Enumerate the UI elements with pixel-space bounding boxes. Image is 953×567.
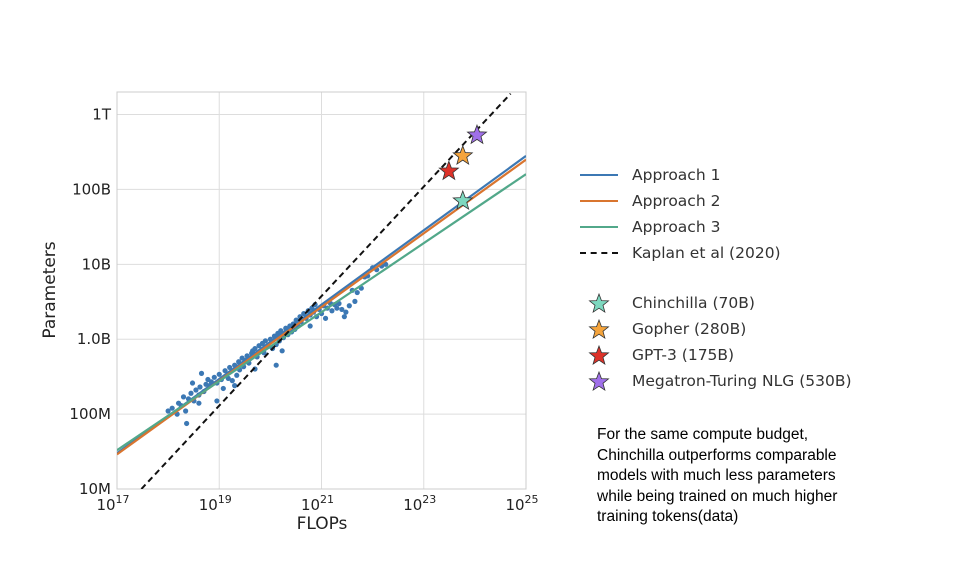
model-star-4 <box>466 124 488 145</box>
data-point <box>262 338 269 344</box>
data-point <box>188 390 194 396</box>
legend-star-svg <box>588 318 610 340</box>
data-point <box>343 309 349 315</box>
y-tick-label: 100M <box>69 405 111 423</box>
gpt3-star-icon <box>580 344 618 366</box>
legend-item-approach-2: Approach 2 <box>580 188 910 214</box>
x-axis-label: FLOPs <box>297 514 348 534</box>
data-point <box>193 387 199 393</box>
legend-star-shape <box>588 370 610 392</box>
plot-area: 1017 1019 1021 1023 1025 10M 100M 1.0B 10B 100B 1T <box>69 91 539 514</box>
legend-label: Megatron-Turing NLG (530B) <box>632 372 852 390</box>
data-point <box>322 315 329 321</box>
series-line-3 <box>117 173 526 452</box>
legend-label: Chinchilla (70B) <box>632 294 755 312</box>
legend-label: Approach 1 <box>632 166 721 184</box>
note-line: models with much less parameters <box>597 467 836 484</box>
legend-label: GPT-3 (175B) <box>632 346 735 364</box>
data-point <box>334 305 340 311</box>
legend-item-gopher: Gopher (280B) <box>580 316 910 342</box>
data-point <box>189 380 196 386</box>
x-tick-label: 1021 <box>301 493 334 514</box>
data-point <box>352 298 358 304</box>
y-tick-label: 10M <box>79 480 111 498</box>
data-point <box>222 368 228 374</box>
data-point <box>229 378 235 384</box>
x-tick-label: 1025 <box>505 493 538 514</box>
data-point <box>220 385 226 392</box>
y-tick-label: 1T <box>92 106 112 124</box>
model-star-3 <box>438 160 460 181</box>
legend-star-svg <box>588 344 610 366</box>
legend-star-svg <box>588 292 610 314</box>
legend-item-kaplan: Kaplan et al (2020) <box>580 240 910 266</box>
legend: Approach 1 Approach 2 Approach 3 Kaplan … <box>580 162 910 394</box>
legend-star-svg <box>588 370 610 392</box>
note-line: Chinchilla outperforms comparable <box>597 446 837 464</box>
legend-item-megatron: Megatron-Turing NLG (530B) <box>580 368 910 394</box>
legend-star-shape <box>588 292 610 314</box>
data-point <box>307 323 313 329</box>
data-point <box>196 400 202 406</box>
megatron-star-icon <box>580 370 618 392</box>
data-point <box>301 310 307 317</box>
gopher-star-icon <box>580 318 618 340</box>
data-point <box>197 384 203 390</box>
legend-star-shape <box>588 318 610 340</box>
annotation-note: For the same compute budget, Chinchilla … <box>597 425 927 528</box>
y-tick-label: 10B <box>82 255 111 273</box>
data-point <box>354 289 360 296</box>
x-tick-label: 1023 <box>403 493 436 514</box>
plot-frame <box>116 91 527 490</box>
data-point <box>252 345 258 352</box>
data-point <box>183 408 189 414</box>
data-point <box>329 308 335 314</box>
data-point <box>279 348 285 354</box>
data-point <box>227 364 233 371</box>
kaplan-swatch <box>580 252 618 254</box>
data-point <box>216 371 222 377</box>
approach-3-swatch <box>580 226 618 228</box>
legend-item-gpt3: GPT-3 (175B) <box>580 342 910 368</box>
y-axis-label: Parameters <box>40 241 60 338</box>
legend-label: Gopher (280B) <box>632 320 747 338</box>
approach-2-swatch <box>580 200 618 202</box>
legend-item-approach-3: Approach 3 <box>580 214 910 240</box>
data-point <box>341 314 347 320</box>
note-line: For the same compute budget, <box>597 426 809 443</box>
data-point <box>346 303 352 309</box>
data-point <box>184 420 190 427</box>
x-tick-label: 1019 <box>199 493 232 514</box>
data-point <box>198 370 205 376</box>
data-point <box>214 398 220 404</box>
chinchilla-star-icon <box>580 292 618 314</box>
data-point <box>232 383 238 389</box>
legend-label: Kaplan et al (2020) <box>632 244 781 262</box>
legend-label: Approach 3 <box>632 218 721 236</box>
data-point <box>273 362 279 368</box>
approach-1-swatch <box>580 174 618 176</box>
legend-item-approach-1: Approach 1 <box>580 162 910 188</box>
data-point <box>234 372 240 378</box>
data-point <box>180 394 187 400</box>
note-line: while being trained on much higher <box>597 487 838 505</box>
x-tick-label: 1017 <box>96 493 129 514</box>
data-point <box>165 408 171 414</box>
note-line: training tokens(data) <box>597 508 739 525</box>
model-star-2 <box>452 144 474 165</box>
y-tick-label: 100B <box>72 180 111 198</box>
legend-item-chinchilla: Chinchilla (70B) <box>580 290 910 316</box>
data-point <box>169 405 175 411</box>
model-star-1 <box>452 189 474 211</box>
legend-label: Approach 2 <box>632 192 721 210</box>
y-tick-label: 1.0B <box>77 330 111 348</box>
legend-star-shape <box>588 344 610 366</box>
data-point <box>339 306 345 313</box>
series-line-4 <box>140 92 512 489</box>
data-point <box>211 374 217 380</box>
